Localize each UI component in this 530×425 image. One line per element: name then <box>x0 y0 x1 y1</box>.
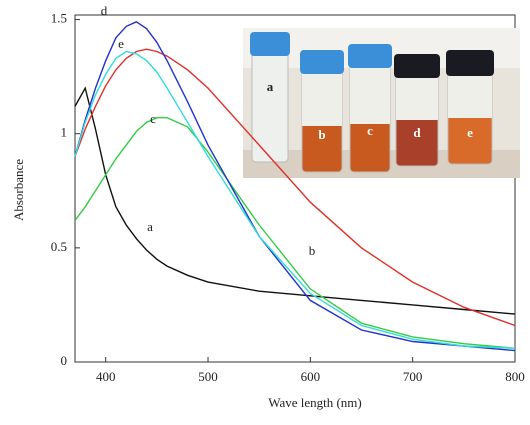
vial-cap <box>348 44 392 68</box>
y-tick-label: 1.5 <box>51 11 67 26</box>
y-tick-label: 1 <box>61 125 68 140</box>
vial-cap <box>250 32 290 56</box>
curve-label: a <box>147 219 153 234</box>
inset-label: b <box>318 127 325 142</box>
data-line <box>74 86 516 315</box>
data-line <box>74 48 516 327</box>
curves <box>74 21 516 352</box>
y-tick-label: 0.5 <box>51 239 67 254</box>
vial <box>251 49 289 163</box>
vial-glass <box>350 62 390 124</box>
inset-photo <box>243 28 520 178</box>
y-axis-label: Absorbance <box>11 159 26 221</box>
x-axis-label: Wave length (nm) <box>268 395 362 410</box>
curve-label: c <box>150 111 156 126</box>
curve-label: b <box>309 243 316 258</box>
curve-label: d <box>101 3 108 18</box>
vial-glass <box>448 68 492 118</box>
inset-label: d <box>413 125 421 140</box>
data-line <box>74 117 516 349</box>
vial-glass <box>396 70 438 120</box>
vial-cap <box>300 50 344 74</box>
x-tick-label: 500 <box>198 369 218 384</box>
curve-label: e <box>118 36 124 51</box>
x-tick-label: 400 <box>96 369 116 384</box>
y-tick-label: 0 <box>61 353 68 368</box>
vial-glass <box>302 68 342 126</box>
data-line <box>74 50 516 349</box>
inset-label: c <box>367 123 373 138</box>
data-line <box>74 21 516 352</box>
x-tick-label: 800 <box>505 369 525 384</box>
x-tick-label: 600 <box>301 369 321 384</box>
plot-frame <box>74 14 516 363</box>
x-tick-label: 700 <box>403 369 423 384</box>
vial-cap <box>446 50 494 76</box>
inset-label: e <box>467 125 473 140</box>
inset-label: a <box>267 79 274 94</box>
vial-cap <box>394 54 440 78</box>
